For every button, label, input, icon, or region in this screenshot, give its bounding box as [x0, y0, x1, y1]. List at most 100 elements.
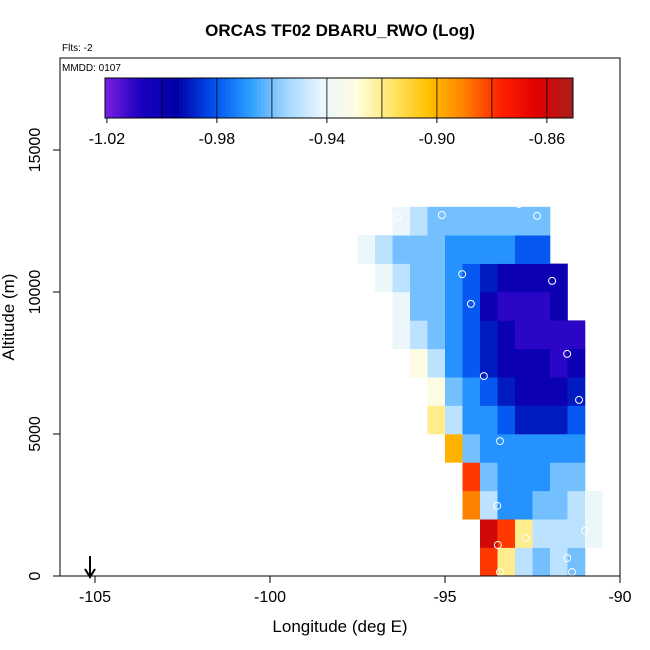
colorbar-slice — [569, 78, 574, 118]
colorbar-slice — [354, 78, 359, 118]
colorbar-slice — [479, 78, 484, 118]
colorbar-tick-label: -0.86 — [529, 131, 566, 148]
colorbar-tick-label: -0.98 — [199, 131, 236, 148]
cell — [462, 206, 481, 236]
colorbar-slice — [553, 78, 558, 118]
colorbar-slice — [428, 78, 433, 118]
colorbar-slice — [249, 78, 254, 118]
colorbar-slice — [545, 78, 550, 118]
cell — [462, 434, 481, 463]
cell — [532, 462, 551, 492]
cell — [497, 235, 516, 264]
cell — [497, 405, 516, 435]
cell — [427, 292, 446, 321]
cell — [392, 320, 411, 350]
colorbar-tick-label: -0.94 — [309, 131, 346, 148]
cell — [480, 462, 498, 492]
colorbar-slice — [506, 78, 511, 118]
colorbar-slice — [417, 78, 422, 118]
cell — [392, 206, 411, 236]
cell — [532, 320, 551, 350]
cell — [497, 490, 516, 520]
point — [493, 501, 502, 510]
cell — [532, 547, 551, 577]
colorbar-slice — [557, 78, 562, 118]
point — [479, 372, 488, 381]
colorbar-slice — [288, 78, 293, 118]
cell — [462, 348, 481, 378]
colorbar-slice — [144, 78, 149, 118]
cell — [427, 235, 446, 264]
colorbar-slice — [171, 78, 176, 118]
colorbar-slice — [245, 78, 250, 118]
colorbar-slice — [385, 78, 391, 118]
cell — [480, 377, 498, 406]
cell — [480, 320, 498, 350]
cell — [532, 377, 551, 406]
cell — [532, 490, 551, 520]
cell — [445, 348, 463, 378]
cell — [480, 519, 498, 548]
x-tick-label: -90 — [608, 589, 631, 606]
cell — [410, 292, 428, 321]
colorbar-slice — [225, 78, 231, 118]
point — [493, 541, 502, 550]
cell — [462, 292, 481, 321]
colorbar-slice — [448, 78, 453, 118]
cell — [567, 348, 586, 378]
cell — [497, 263, 516, 293]
colorbar-slice — [140, 78, 145, 118]
cell — [480, 434, 498, 463]
cell — [515, 235, 533, 264]
cell — [480, 348, 498, 378]
colorbar-slice — [120, 78, 125, 118]
colorbar-slice — [405, 78, 410, 118]
cell — [550, 547, 568, 577]
cell — [515, 490, 533, 520]
x-tick-label: -100 — [254, 589, 286, 606]
subtitle: Flts: -2 — [62, 43, 93, 54]
colorbar-slice — [210, 78, 215, 118]
colorbar-slice — [300, 78, 305, 118]
cell — [567, 547, 586, 577]
colorbar-slice — [393, 78, 398, 118]
colorbar-slice — [183, 78, 188, 118]
colorbar-slice — [374, 78, 379, 118]
colorbar-slice — [346, 78, 352, 118]
point — [575, 395, 584, 404]
cell — [480, 206, 498, 236]
colorbar-slice — [319, 78, 324, 118]
cell — [585, 490, 603, 520]
colorbar-slice — [530, 78, 535, 118]
colorbar-slice — [179, 78, 184, 118]
colorbar-slice — [510, 78, 515, 118]
colorbar-slice — [307, 78, 313, 118]
colorbar-slice — [241, 78, 246, 118]
colorbar-slice — [264, 78, 270, 118]
cell — [532, 263, 551, 293]
colorbar-slice — [549, 78, 554, 118]
colorbar-slice — [335, 78, 340, 118]
cell — [532, 348, 551, 378]
cell — [480, 490, 498, 520]
cells — [357, 206, 603, 577]
cell — [515, 405, 533, 435]
colorbar-slice — [167, 78, 172, 118]
colorbar-slice — [315, 78, 320, 118]
cell — [497, 320, 516, 350]
cell — [392, 292, 411, 321]
x-axis-label: Longitude (deg E) — [272, 617, 407, 636]
colorbar-slice — [561, 78, 566, 118]
arrow — [84, 556, 96, 579]
x-tick-label: -95 — [433, 589, 456, 606]
point — [581, 526, 589, 535]
colorbar-slice — [261, 78, 266, 118]
colorbar-slice — [268, 78, 274, 118]
cell — [462, 263, 481, 293]
point — [521, 533, 530, 542]
colorbar-slice — [366, 78, 371, 118]
cell — [550, 377, 568, 406]
cell — [585, 519, 603, 548]
cell — [392, 263, 411, 293]
